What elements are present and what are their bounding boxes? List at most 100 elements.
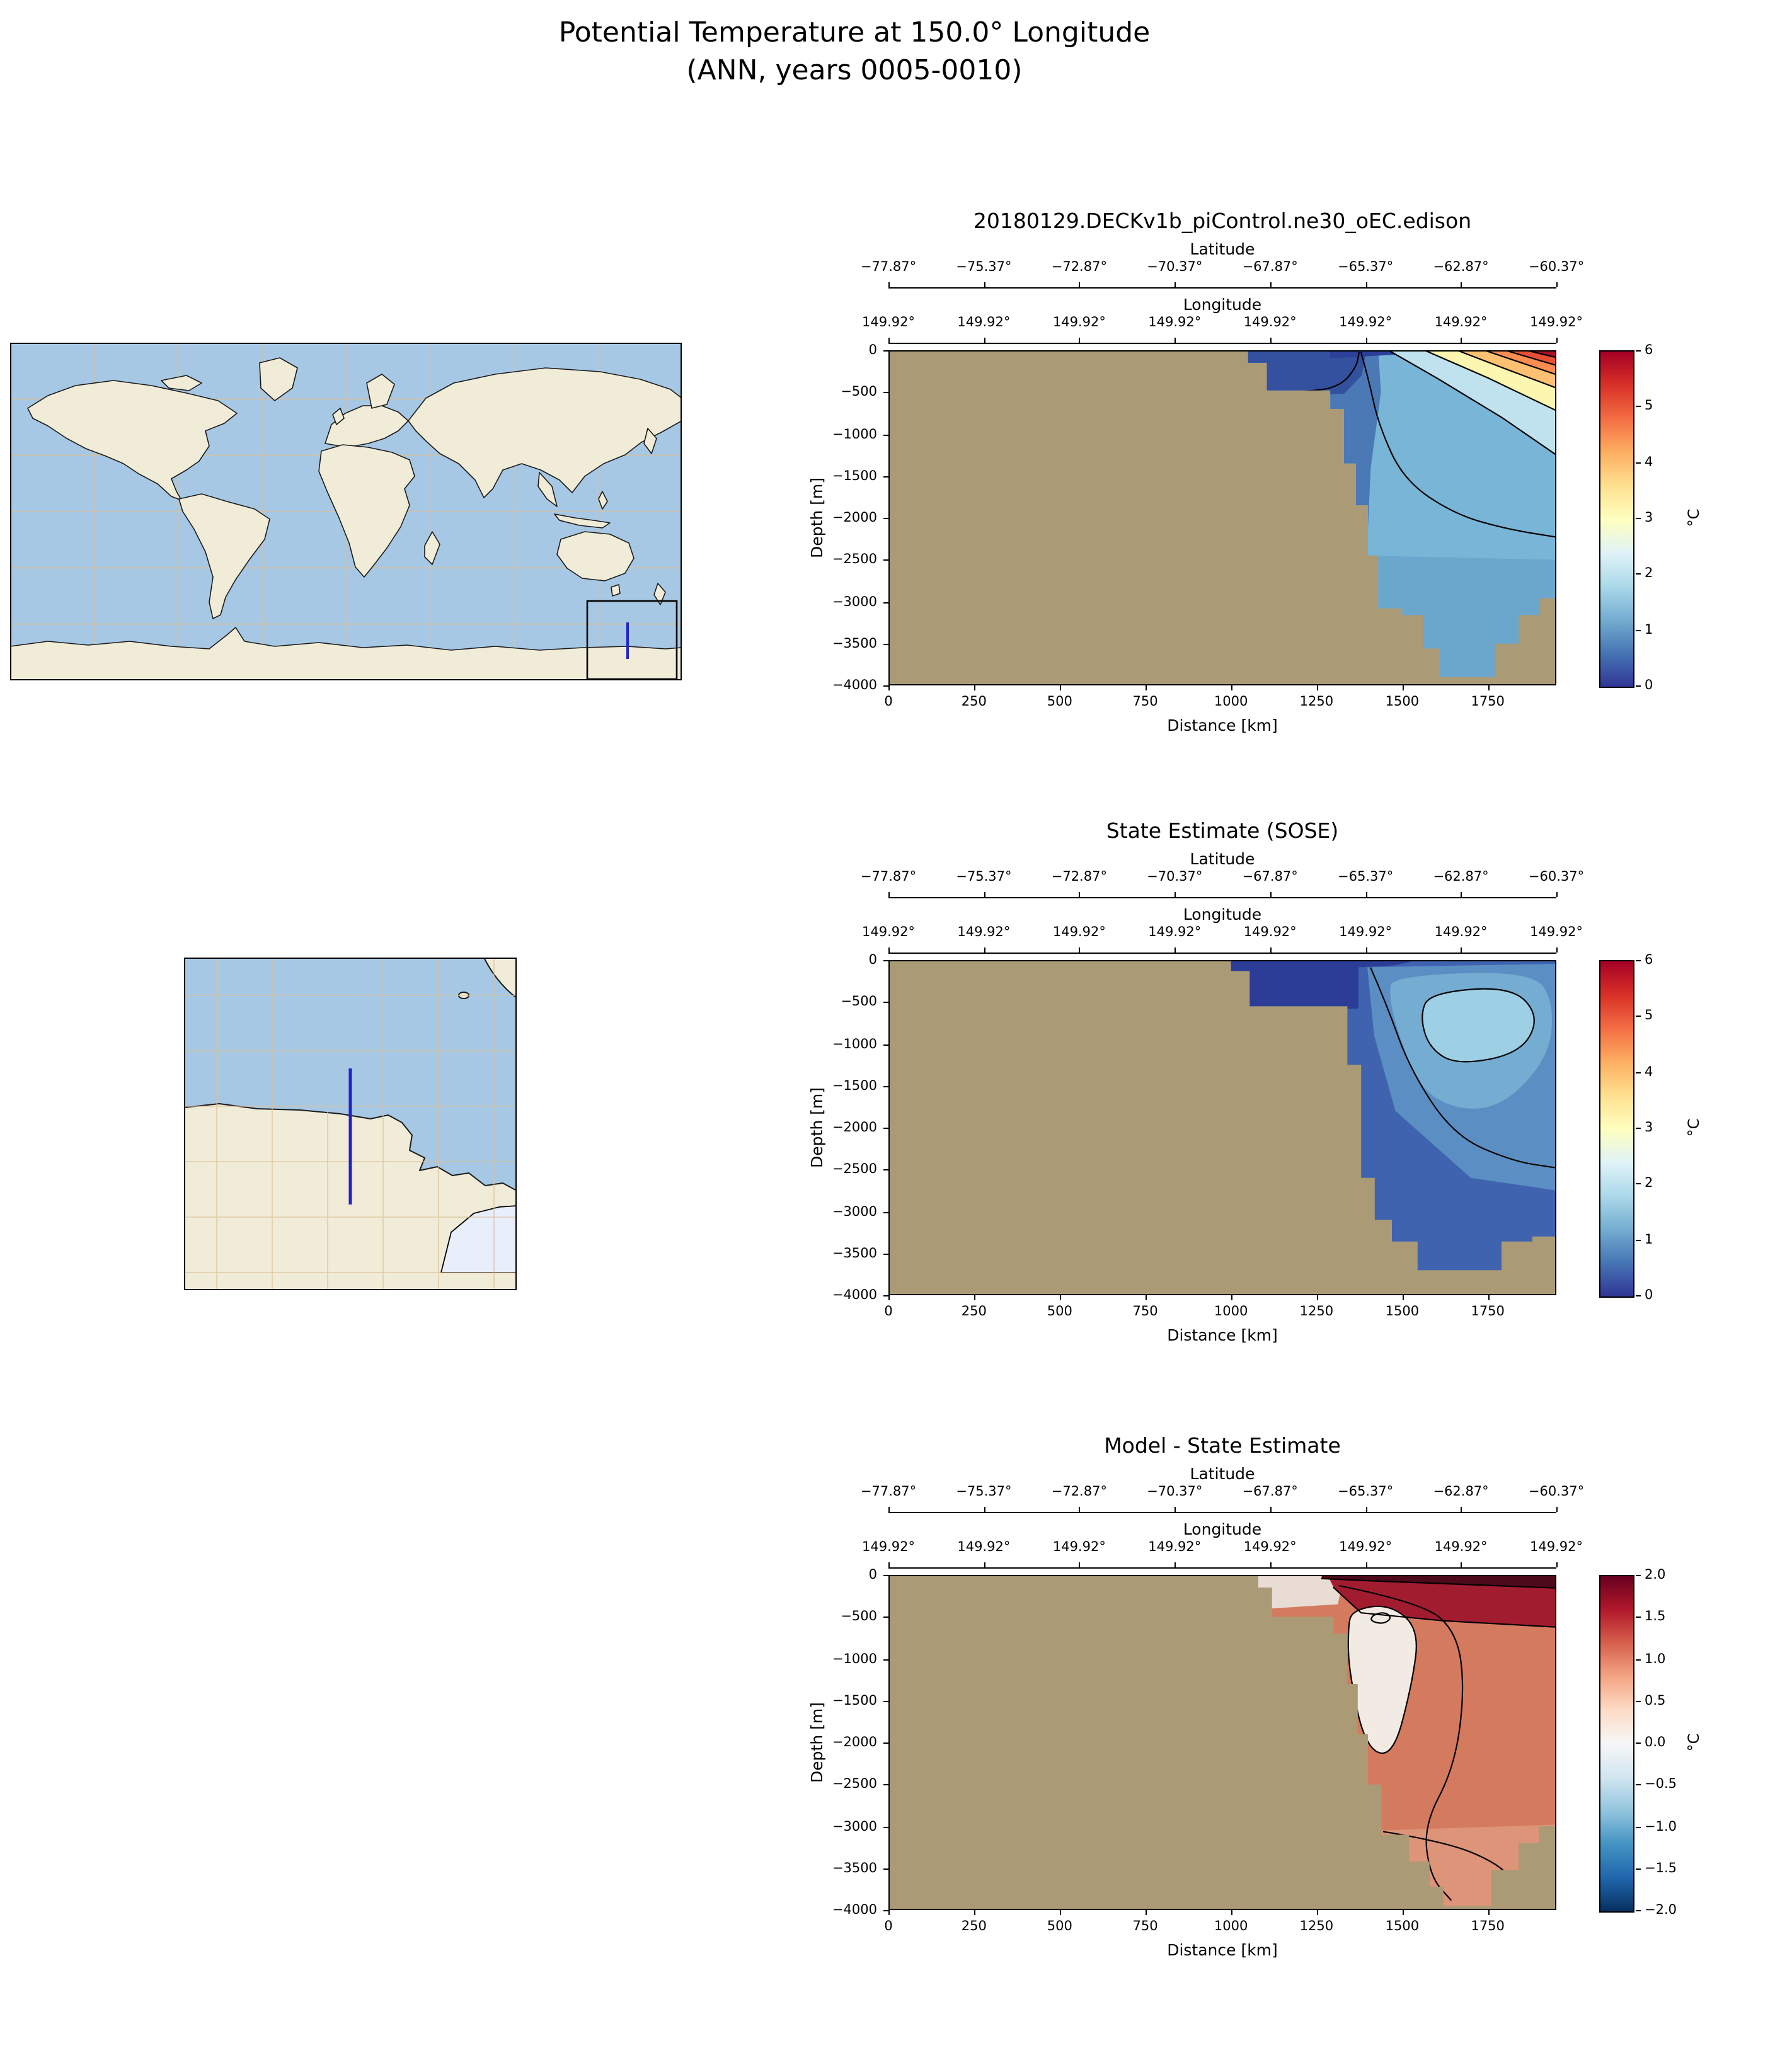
colorbar-tick-label: −2.0 — [1645, 1903, 1677, 1918]
tick-mark — [984, 338, 985, 343]
tick-mark — [984, 1562, 985, 1567]
distance-tick-labels: 0 250 500 750 1000 1250 1500 1750 — [884, 685, 1556, 713]
zoom-map-svg — [184, 958, 517, 1290]
longitude-tick-label: 149.92° — [1148, 315, 1202, 330]
longitude-tick-label: 149.92° — [1148, 925, 1202, 940]
tick-mark — [984, 282, 985, 287]
depth-tick-label: −3000 — [832, 594, 877, 609]
tick-mark — [1636, 1784, 1641, 1786]
distance-tick-label: 1750 — [1471, 694, 1505, 709]
tick-mark — [1145, 1910, 1147, 1915]
tick-mark — [1636, 685, 1641, 687]
latitude-tick-label: −77.87° — [860, 260, 917, 275]
tick-mark — [883, 1617, 888, 1618]
distance-tick-labels: 0 250 500 750 1000 1250 1500 1750 — [884, 1295, 1556, 1323]
tick-mark — [1365, 282, 1367, 287]
longitude-tick-label: 149.92° — [862, 315, 915, 330]
distance-tick-label: 500 — [1047, 694, 1072, 709]
colorbar-tick-label: −1.0 — [1645, 1819, 1677, 1834]
depth-tick-labels: 0 −500 −1000 −1500 −2000 −2500 −3000 −3500 −4000 — [794, 953, 888, 1303]
tick-mark — [883, 350, 888, 352]
depth-tick-label: −2000 — [832, 510, 877, 525]
tick-mark — [883, 1826, 888, 1828]
depth-tick-label: −1000 — [832, 426, 877, 442]
longitude-tick-label: 149.92° — [1434, 315, 1488, 330]
tick-mark — [1231, 1910, 1232, 1915]
longitude-tick-label: 149.92° — [957, 315, 1011, 330]
tick-mark — [984, 892, 985, 897]
longitude-tick-label: 149.92° — [957, 1540, 1011, 1555]
ice-shelf — [440, 1205, 517, 1273]
distance-tick-label: 1250 — [1299, 1304, 1334, 1319]
colorbar-tick-label: 6 — [1645, 953, 1653, 968]
tick-mark — [1636, 1239, 1641, 1241]
distance-axis-label: Distance [km] — [1167, 1325, 1278, 1344]
tick-mark — [883, 1700, 888, 1702]
tick-mark — [1636, 1072, 1641, 1073]
colorbar — [1599, 1575, 1634, 1913]
colorbar-tick-label: 5 — [1645, 398, 1653, 414]
distance-tick-label: 1000 — [1214, 1919, 1248, 1934]
latitude-axis-label: Latitude — [1190, 849, 1255, 868]
tick-mark — [1556, 1507, 1558, 1512]
longitude-tick-label: 149.92° — [862, 925, 915, 940]
latitude-tick-label: −72.87° — [1051, 1484, 1107, 1499]
longitude-tick-label: 149.92° — [1052, 315, 1106, 330]
tick-mark — [1636, 1826, 1641, 1828]
depth-tick-label: −3500 — [832, 1860, 877, 1876]
tick-mark — [1556, 282, 1558, 287]
tick-mark — [883, 392, 888, 394]
latitude-tick-label: −67.87° — [1242, 869, 1298, 884]
tick-mark — [1079, 1562, 1081, 1567]
depth-tick-label: −3500 — [832, 636, 877, 651]
tick-mark — [1175, 1507, 1176, 1512]
tick-mark — [1316, 1910, 1318, 1915]
world-locator-map — [10, 343, 682, 680]
tick-mark — [883, 476, 888, 478]
latitude-tick-labels: −77.87° −75.37° −72.87° −70.37° −67.87° −65.3… — [861, 869, 1584, 886]
colorbar-tick-label: −1.5 — [1645, 1860, 1677, 1876]
tick-mark — [1270, 892, 1272, 897]
depth-tick-label: −4000 — [832, 678, 877, 693]
tick-mark — [883, 643, 888, 645]
tick-mark — [1079, 282, 1081, 287]
colorbar-tick-label: 1 — [1645, 622, 1653, 638]
latitude-tick-label: −65.37° — [1338, 869, 1394, 884]
depth-tick-label: 0 — [868, 343, 877, 358]
depth-tick-label: −2000 — [832, 1120, 877, 1135]
distance-tick-label: 1000 — [1214, 694, 1248, 709]
latitude-tick-label: −70.37° — [1147, 260, 1203, 275]
tick-mark — [1461, 282, 1462, 287]
distance-tick-label: 1500 — [1385, 1919, 1420, 1934]
colorbar-tick-label: 3 — [1645, 510, 1653, 525]
tick-mark — [883, 1910, 888, 1911]
depth-tick-label: −1500 — [832, 1693, 877, 1708]
distance-tick-label: 0 — [884, 1919, 893, 1934]
colorbar-tick-label: 2 — [1645, 566, 1653, 581]
tick-mark — [883, 1295, 888, 1296]
tick-mark — [1175, 892, 1176, 897]
tick-mark — [974, 685, 975, 690]
tick-mark — [974, 1295, 975, 1300]
depth-tick-label: −1000 — [832, 1036, 877, 1051]
colorbar-tick-label: 2.0 — [1645, 1567, 1666, 1582]
tick-mark — [1556, 1562, 1558, 1567]
longitude-axis-label: Longitude — [1183, 295, 1262, 314]
depth-tick-label: −3000 — [832, 1204, 877, 1219]
distance-tick-label: 250 — [961, 1304, 987, 1319]
tick-mark — [1270, 282, 1272, 287]
latitude-tick-label: −67.87° — [1242, 260, 1298, 275]
tick-mark — [1079, 947, 1081, 953]
latitude-tick-label: −75.37° — [956, 1484, 1012, 1499]
latitude-axis-label: Latitude — [1190, 1464, 1255, 1483]
latitude-tick-label: −65.37° — [1338, 260, 1394, 275]
colorbar-tick-label: −0.5 — [1645, 1777, 1677, 1792]
distance-tick-label: 1000 — [1214, 1304, 1248, 1319]
distance-tick-label: 750 — [1132, 1919, 1158, 1934]
colorbar-tick-label: 1.0 — [1645, 1651, 1666, 1666]
distance-tick-label: 500 — [1047, 1919, 1072, 1934]
colorbar-tick-labels: 0 1 2 3 4 5 6 — [1636, 953, 1704, 1303]
tick-mark — [1556, 892, 1558, 897]
tick-mark — [1231, 1295, 1232, 1300]
tick-mark — [888, 1507, 890, 1512]
